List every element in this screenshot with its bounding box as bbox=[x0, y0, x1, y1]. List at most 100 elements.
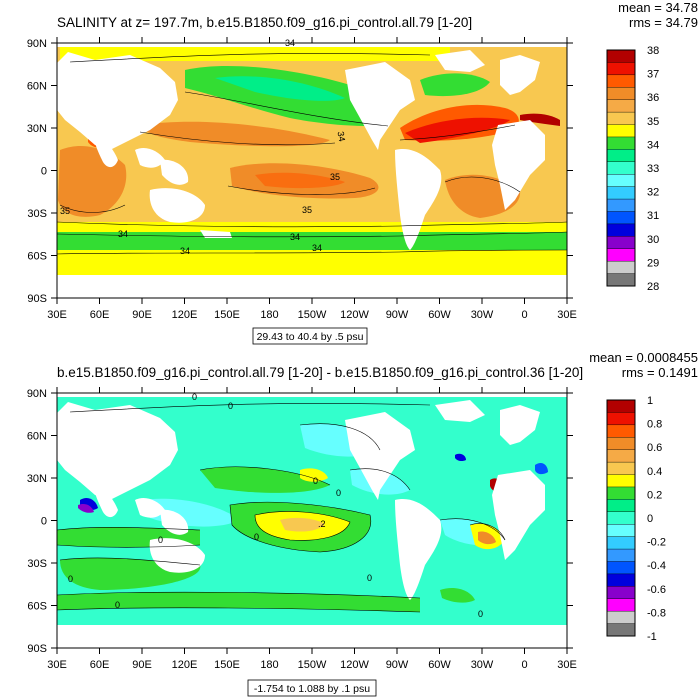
colorbar-label: 29 bbox=[647, 257, 659, 269]
colorbar-label: 0.6 bbox=[647, 442, 662, 454]
colorbar-swatch bbox=[606, 260, 636, 275]
lat-label: 30S bbox=[27, 208, 47, 220]
lon-label: 90E bbox=[132, 659, 152, 671]
colorbar-label: -0.6 bbox=[647, 584, 666, 596]
colorbar-swatch bbox=[606, 610, 636, 625]
lat-label: 90S bbox=[27, 293, 47, 305]
colorbar-swatch bbox=[606, 111, 636, 126]
colorbar-label: 36 bbox=[647, 92, 659, 104]
bottom-contour-label: 0 bbox=[336, 488, 341, 498]
colorbar-swatch bbox=[606, 74, 636, 88]
top-contour-lines bbox=[57, 53, 567, 255]
bottom-contour-label: 0 bbox=[228, 401, 233, 411]
top-range-box bbox=[252, 327, 368, 345]
colorbar-swatch bbox=[606, 474, 636, 488]
colorbar-frame bbox=[606, 399, 636, 637]
colorbar-swatch bbox=[606, 623, 636, 637]
top-contour-label: 35 bbox=[330, 172, 340, 182]
top-colorbar: 38 37 36 35 34 33 32 31 30 29 28 bbox=[606, 45, 659, 293]
bottom-contour-label: 0 bbox=[254, 532, 259, 542]
colorbar-swatch bbox=[606, 561, 636, 575]
top-lat-axis: 90N 60N 30N 0 30S 60S 90S bbox=[27, 38, 573, 305]
bottom-colorbar: 1 0.8 0.6 0.4 0.2 0 -0.2 -0.4 -0.6 -0.8 -1 bbox=[606, 395, 666, 643]
top-contour-label: 34 bbox=[290, 232, 300, 242]
lon-label: 30E bbox=[47, 309, 67, 321]
top-contour-label: 34 bbox=[336, 131, 348, 143]
lon-label: 30E bbox=[557, 309, 577, 321]
colorbar-swatch bbox=[606, 486, 636, 500]
lat-label: 30S bbox=[27, 558, 47, 570]
colorbar-swatch bbox=[606, 236, 636, 250]
colorbar-swatch bbox=[606, 524, 636, 538]
lat-label: 90S bbox=[27, 643, 47, 655]
lon-label: 30E bbox=[557, 659, 577, 671]
lon-label: 60W bbox=[428, 309, 451, 321]
top-contour-label: 35 bbox=[60, 206, 70, 216]
bottom-panel-title: b.e15.B1850.f09_g16.pi_control.all.79 [1… bbox=[57, 365, 583, 380]
lon-label: 30W bbox=[471, 659, 494, 671]
colorbar-swatch bbox=[606, 598, 636, 612]
bottom-range-note: -1.754 to 1.088 by .1 psu bbox=[254, 683, 370, 695]
lon-label: 150E bbox=[214, 309, 240, 321]
top-range-note: 29.43 to 40.4 by .5 psu bbox=[257, 331, 364, 343]
colorbar-label: 33 bbox=[647, 163, 659, 175]
lon-label: 30E bbox=[47, 659, 67, 671]
lon-label: 150W bbox=[298, 309, 327, 321]
bottom-difference-map bbox=[57, 393, 567, 648]
colorbar-label: -0.4 bbox=[647, 560, 666, 572]
colorbar-label: 1 bbox=[647, 395, 653, 407]
colorbar-swatch bbox=[606, 511, 636, 525]
colorbar-swatch bbox=[606, 198, 636, 212]
lat-label: 60N bbox=[27, 81, 47, 93]
bottom-lon-axis: 30E 60E 90E 120E 150E 180 150W 120W 90W 60W 30W 0 30… bbox=[47, 387, 577, 671]
lon-label: 120E bbox=[172, 309, 198, 321]
lon-label: 0 bbox=[521, 309, 527, 321]
top-contour-label: 35 bbox=[302, 205, 312, 215]
colorbar-swatch bbox=[606, 62, 636, 76]
bottom-contour-label: 0 bbox=[68, 574, 73, 584]
colorbar-label: 31 bbox=[647, 210, 659, 222]
lon-label: 60W bbox=[428, 659, 451, 671]
bottom-contour-labels: 0 0 0 0 0 0 .2 0 0 0 0 bbox=[68, 392, 483, 619]
colorbar-label: 38 bbox=[647, 45, 659, 57]
lat-label: 30N bbox=[27, 123, 47, 135]
lon-label: 120W bbox=[340, 309, 369, 321]
lon-label: 180 bbox=[260, 659, 278, 671]
bottom-panel: b.e15.B1850.f09_g16.pi_control.all.79 [1… bbox=[27, 350, 698, 697]
bottom-contour-label: 0 bbox=[158, 535, 163, 545]
colorbar-label: -0.2 bbox=[647, 537, 666, 549]
colorbar-swatch bbox=[606, 223, 636, 237]
bottom-range-box bbox=[247, 679, 377, 697]
top-contour-labels: 34 34 35 35 35 34 34 34 34 bbox=[60, 38, 347, 256]
bottom-lat-axis: 90N 60N 30N 0 30S 60S 90S bbox=[27, 388, 573, 655]
bottom-panel-mean: mean = 0.0008455 bbox=[589, 350, 698, 365]
lon-label: 90E bbox=[132, 309, 152, 321]
colorbar-label: 32 bbox=[647, 187, 659, 199]
colorbar-label: 0.2 bbox=[647, 489, 662, 501]
colorbar-swatch bbox=[606, 149, 636, 163]
colorbar-swatch bbox=[606, 87, 636, 101]
colorbar-swatch bbox=[606, 461, 636, 476]
lon-label: 0 bbox=[521, 659, 527, 671]
bottom-contour-lines bbox=[57, 403, 506, 613]
colorbar-swatch bbox=[606, 499, 636, 513]
top-panel-title: SALINITY at z= 197.7m, b.e15.B1850.f09_g… bbox=[57, 15, 472, 30]
lat-label: 0 bbox=[41, 166, 47, 178]
lon-label: 90W bbox=[386, 309, 409, 321]
lat-label: 90N bbox=[27, 388, 47, 400]
lon-label: 150W bbox=[298, 659, 327, 671]
bottom-contour-label: 0 bbox=[115, 600, 120, 610]
top-contour-label: 34 bbox=[180, 246, 190, 256]
bottom-contour-label: 0 bbox=[313, 476, 318, 486]
colorbar-swatch bbox=[606, 49, 636, 63]
colorbar-frame bbox=[606, 49, 636, 287]
top-panel: SALINITY at z= 197.7m, b.e15.B1850.f09_g… bbox=[27, 0, 698, 345]
colorbar-label: 28 bbox=[647, 281, 659, 293]
colorbar-label: 0 bbox=[647, 513, 653, 525]
bottom-contour-label: 0 bbox=[367, 573, 372, 583]
colorbar-label: 37 bbox=[647, 69, 659, 81]
bottom-contour-label: 0 bbox=[478, 609, 483, 619]
colorbar-swatch bbox=[606, 536, 636, 550]
lat-label: 60S bbox=[27, 251, 47, 263]
